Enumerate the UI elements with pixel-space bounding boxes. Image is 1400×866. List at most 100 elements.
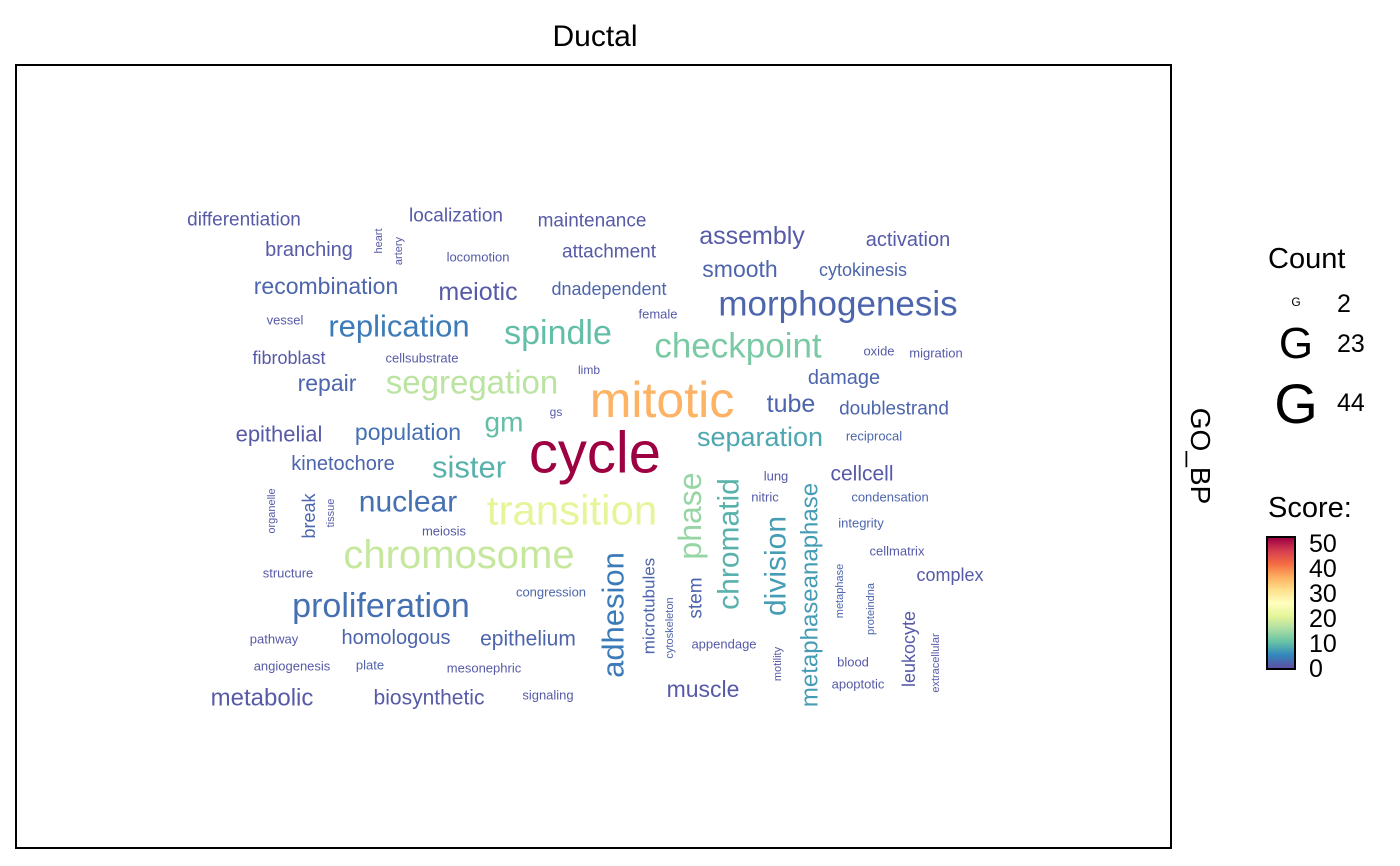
facet-label: GO_BP	[1185, 407, 1216, 505]
score-colorbar	[1266, 536, 1296, 670]
word-meiotic: meiotic	[438, 278, 517, 306]
plot-panel	[15, 64, 1172, 849]
score-legend-title: Score:	[1268, 492, 1352, 524]
word-cellmatrix: cellmatrix	[870, 544, 925, 559]
word-blood: blood	[837, 655, 869, 670]
word-maintenance: maintenance	[538, 211, 647, 232]
word-appendage: appendage	[691, 637, 756, 652]
word-activation: activation	[866, 229, 951, 251]
word-artery: artery	[393, 236, 405, 265]
word-mitotic: mitotic	[590, 372, 734, 428]
word-vessel: vessel	[267, 313, 304, 328]
word-proteindna: proteindna	[865, 582, 877, 635]
word-cellcell: cellcell	[830, 463, 893, 486]
word-gs: gs	[550, 405, 563, 419]
word-branching: branching	[265, 239, 353, 261]
word-congression: congression	[516, 585, 586, 600]
word-proliferation: proliferation	[292, 587, 470, 625]
word-microtubules: microtubules	[640, 558, 659, 654]
score-tick-label: 50	[1309, 530, 1337, 558]
word-tissue: tissue	[325, 499, 337, 528]
word-chromosome: chromosome	[343, 533, 574, 577]
word-division: division	[760, 516, 793, 616]
word-leukocyte: leukocyte	[899, 611, 919, 687]
score-tick-label: 10	[1309, 630, 1337, 658]
word-mesonephric: mesonephric	[447, 661, 522, 676]
word-cytoskeleton: cytoskeleton	[664, 597, 676, 658]
word-assembly: assembly	[699, 222, 805, 250]
word-transition: transition	[487, 487, 657, 534]
word-break: break	[299, 492, 319, 538]
word-motility: motility	[772, 646, 784, 681]
word-biosynthetic: biosynthetic	[374, 687, 485, 710]
word-damage: damage	[808, 367, 880, 389]
word-meiosis: meiosis	[422, 524, 467, 539]
word-checkpoint: checkpoint	[654, 327, 822, 366]
word-epithelial: epithelial	[236, 422, 323, 447]
word-segregation: segregation	[386, 364, 558, 401]
word-adhesion: adhesion	[596, 552, 631, 678]
score-tick-label: 40	[1309, 555, 1337, 583]
word-replication: replication	[328, 309, 469, 344]
word-separation: separation	[697, 422, 823, 452]
word-sister: sister	[432, 450, 506, 485]
word-kinetochore: kinetochore	[291, 453, 394, 475]
word-cycle: cycle	[529, 421, 661, 486]
word-smooth: smooth	[702, 256, 777, 282]
word-homologous: homologous	[342, 627, 451, 649]
word-morphogenesis: morphogenesis	[718, 285, 957, 324]
word-limb: limb	[578, 363, 600, 377]
word-doublestrand: doublestrand	[839, 399, 949, 420]
word-gm: gm	[485, 407, 524, 438]
word-fibroblast: fibroblast	[252, 348, 325, 368]
word-migration: migration	[909, 346, 962, 361]
word-population: population	[355, 419, 461, 445]
word-signaling: signaling	[522, 688, 573, 703]
score-tick-label: 30	[1309, 580, 1337, 608]
word-spindle: spindle	[504, 314, 612, 352]
word-angiogenesis: angiogenesis	[254, 659, 331, 674]
word-heart: heart	[373, 228, 385, 253]
word-recombination: recombination	[254, 273, 398, 299]
word-locomotion: locomotion	[447, 250, 510, 265]
count-legend-value: 44	[1337, 389, 1365, 417]
word-oxide: oxide	[863, 344, 894, 359]
score-tick-label: 20	[1309, 605, 1337, 633]
word-localization: localization	[409, 206, 503, 227]
word-extracellular: extracellular	[930, 633, 942, 693]
word-metaphase: metaphase	[834, 564, 846, 618]
count-legend-value: 2	[1337, 290, 1351, 318]
word-cellsubstrate: cellsubstrate	[386, 351, 459, 366]
count-legend-glyph-small: G	[1291, 295, 1301, 309]
word-chromatid: chromatid	[713, 478, 746, 610]
word-epithelium: epithelium	[480, 628, 576, 651]
count-legend-glyph-medium: G	[1278, 319, 1314, 368]
word-metabolic: metabolic	[211, 685, 314, 712]
word-pathway: pathway	[250, 632, 299, 647]
word-dnadependent: dnadependent	[551, 279, 666, 299]
count-legend-glyph-large: G	[1274, 372, 1318, 435]
word-organelle: organelle	[266, 488, 278, 533]
word-female: female	[638, 307, 677, 322]
word-structure: structure	[263, 566, 314, 581]
word-reciprocal: reciprocal	[846, 429, 902, 444]
word-integrity: integrity	[838, 516, 884, 531]
word-repair: repair	[298, 370, 357, 396]
count-legend-value: 23	[1337, 330, 1365, 358]
word-complex: complex	[916, 565, 983, 585]
word-muscle: muscle	[667, 676, 740, 702]
word-phase: phase	[672, 472, 708, 559]
word-condensation: condensation	[851, 490, 928, 505]
word-apoptotic: apoptotic	[832, 677, 885, 692]
score-tick-label: 0	[1309, 655, 1323, 683]
word-attachment: attachment	[562, 242, 657, 263]
chart-title: Ductal	[552, 20, 638, 53]
word-lung: lung	[764, 469, 789, 484]
word-plate: plate	[356, 658, 384, 673]
word-differentiation: differentiation	[187, 210, 301, 231]
word-stem: stem	[686, 577, 707, 618]
word-nuclear: nuclear	[359, 486, 457, 519]
count-legend-title: Count	[1268, 243, 1346, 275]
word-nitric: nitric	[751, 490, 779, 505]
